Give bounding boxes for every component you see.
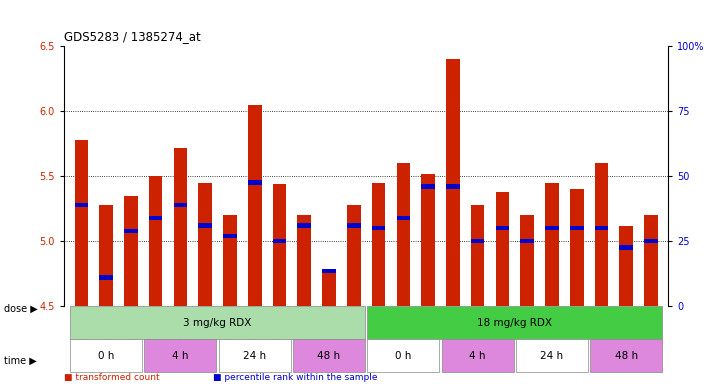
Bar xyxy=(422,184,435,189)
Bar xyxy=(545,226,559,230)
Bar xyxy=(75,140,88,306)
Bar xyxy=(70,306,365,339)
Bar xyxy=(293,339,365,372)
Bar xyxy=(368,306,662,339)
Bar xyxy=(446,59,460,306)
Text: 48 h: 48 h xyxy=(317,351,341,361)
Bar xyxy=(219,339,291,372)
Bar xyxy=(124,196,138,306)
Text: 3 mg/kg RDX: 3 mg/kg RDX xyxy=(183,318,252,328)
Text: 24 h: 24 h xyxy=(243,351,267,361)
Bar xyxy=(100,275,113,280)
Bar xyxy=(594,226,609,230)
Bar xyxy=(124,228,138,233)
Bar xyxy=(368,339,439,372)
Bar xyxy=(590,339,662,372)
Bar xyxy=(442,339,513,372)
Bar xyxy=(496,226,509,230)
Bar xyxy=(75,202,88,207)
Bar xyxy=(619,245,633,250)
Bar xyxy=(144,339,216,372)
Text: 4 h: 4 h xyxy=(172,351,188,361)
Text: time ▶: time ▶ xyxy=(4,356,36,366)
Text: 18 mg/kg RDX: 18 mg/kg RDX xyxy=(477,318,552,328)
Bar xyxy=(173,202,187,207)
Bar xyxy=(149,215,162,220)
Bar xyxy=(496,192,509,306)
Bar xyxy=(248,180,262,185)
Bar xyxy=(297,215,311,306)
Bar xyxy=(347,223,360,228)
Bar xyxy=(173,147,187,306)
Bar xyxy=(248,104,262,306)
Text: 24 h: 24 h xyxy=(540,351,564,361)
Bar xyxy=(446,184,460,189)
Bar xyxy=(570,189,584,306)
Bar xyxy=(272,184,287,306)
Bar xyxy=(322,269,336,273)
Text: dose ▶: dose ▶ xyxy=(4,304,37,314)
Bar xyxy=(198,183,212,306)
Bar xyxy=(223,234,237,238)
Bar xyxy=(545,183,559,306)
Bar xyxy=(272,239,287,243)
Bar xyxy=(644,239,658,243)
Bar xyxy=(70,339,142,372)
Bar xyxy=(520,215,534,306)
Text: 0 h: 0 h xyxy=(98,351,114,361)
Bar xyxy=(516,339,588,372)
Bar xyxy=(594,163,609,306)
Bar xyxy=(223,215,237,306)
Bar xyxy=(100,205,113,306)
Text: GDS5283 / 1385274_at: GDS5283 / 1385274_at xyxy=(64,30,201,43)
Bar xyxy=(471,239,484,243)
Bar xyxy=(198,223,212,228)
Bar xyxy=(471,205,484,306)
Bar xyxy=(520,239,534,243)
Bar xyxy=(570,226,584,230)
Text: ■ percentile rank within the sample: ■ percentile rank within the sample xyxy=(213,373,378,382)
Bar xyxy=(372,183,385,306)
Bar xyxy=(397,215,410,220)
Bar xyxy=(397,163,410,306)
Text: ■ transformed count: ■ transformed count xyxy=(64,373,159,382)
Bar xyxy=(422,174,435,306)
Bar xyxy=(644,215,658,306)
Bar xyxy=(322,271,336,306)
Bar xyxy=(372,226,385,230)
Bar xyxy=(347,205,360,306)
Text: 4 h: 4 h xyxy=(469,351,486,361)
Bar xyxy=(619,225,633,306)
Text: 48 h: 48 h xyxy=(615,351,638,361)
Text: 0 h: 0 h xyxy=(395,351,412,361)
Bar xyxy=(297,223,311,228)
Bar xyxy=(149,176,162,306)
